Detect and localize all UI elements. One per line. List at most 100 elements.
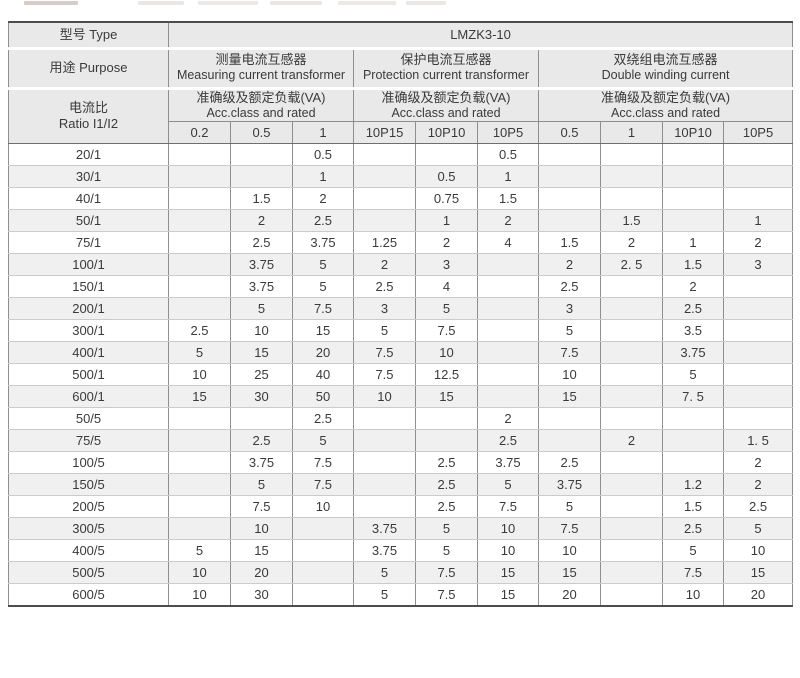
value-cell — [477, 253, 539, 277]
value-cell — [168, 473, 231, 497]
spec-table: 型号 Type LMZK3-10 用途 Purpose 测量电流互感器 Meas… — [8, 21, 794, 608]
value-cell — [538, 143, 601, 167]
value-cell: 1. 5 — [722, 429, 794, 453]
value-cell: 10 — [477, 539, 539, 563]
value-cell: 7.5 — [477, 495, 539, 519]
value-cell — [600, 473, 663, 497]
value-cell — [168, 429, 231, 453]
value-cell: 2.5 — [538, 275, 601, 299]
value-cell: 2 — [292, 187, 354, 211]
value-cell: 5 — [662, 539, 724, 563]
value-cell: 5 — [415, 297, 478, 321]
acc-en: Acc.class and rated — [206, 105, 316, 120]
value-cell: 10 — [538, 363, 601, 387]
value-cell: 40 — [292, 363, 354, 387]
value-cell — [538, 429, 601, 453]
value-cell: 5 — [538, 319, 601, 343]
value-cell — [538, 165, 601, 189]
purpose-double-cn: 双绕组电流互感器 — [613, 52, 718, 68]
ratio-cell: 50/1 — [8, 209, 169, 233]
value-cell: 2.5 — [292, 209, 354, 233]
value-cell — [600, 143, 663, 167]
acc-class-protection: 准确级及额定负载(VA) Acc.class and rated — [353, 88, 539, 123]
value-cell: 50 — [292, 385, 354, 409]
value-cell — [353, 209, 416, 233]
value-cell — [538, 407, 601, 431]
ratio-cell: 20/1 — [8, 143, 169, 167]
value-cell: 2 — [415, 231, 478, 255]
value-cell: 5 — [168, 341, 231, 365]
value-cell — [600, 319, 663, 343]
value-cell: 15 — [415, 385, 478, 409]
table-row: 150/5 5 7.5 2.5 5 3.75 1.2 2 — [8, 473, 794, 497]
value-cell — [168, 495, 231, 519]
value-cell: 0.75 — [415, 187, 478, 211]
value-cell — [477, 363, 539, 387]
ratio-cell: 150/5 — [8, 473, 169, 497]
value-cell: 5 — [353, 319, 416, 343]
value-cell — [600, 451, 663, 475]
ratio-cell: 100/1 — [8, 253, 169, 277]
value-cell: 15 — [538, 385, 601, 409]
value-cell: 20 — [538, 583, 601, 607]
type-label: 型号 Type — [8, 22, 169, 48]
value-cell — [415, 407, 478, 431]
purpose-group-measuring: 测量电流互感器 Measuring current transformer — [168, 48, 354, 88]
ratio-cell: 200/5 — [8, 495, 169, 519]
value-cell: 2 — [230, 209, 293, 233]
value-cell: 2.5 — [415, 495, 478, 519]
value-cell: 10 — [477, 517, 539, 541]
value-cell: 1.5 — [662, 495, 724, 519]
model-value: LMZK3-10 — [167, 22, 794, 48]
value-cell: 7.5 — [292, 473, 354, 497]
value-cell: 3.75 — [662, 341, 724, 365]
value-cell: 10 — [168, 561, 231, 585]
value-cell: 2.5 — [722, 495, 794, 519]
value-cell — [168, 517, 231, 541]
value-cell — [600, 341, 663, 365]
value-cell — [662, 407, 724, 431]
value-cell — [722, 143, 794, 167]
value-cell — [292, 539, 354, 563]
ratio-cell: 75/1 — [8, 231, 169, 255]
value-cell: 3.75 — [353, 517, 416, 541]
value-cell: 1.5 — [230, 187, 293, 211]
value-cell — [168, 187, 231, 211]
value-cell: 3 — [415, 253, 478, 277]
value-cell — [292, 583, 354, 607]
value-cell: 15 — [477, 561, 539, 585]
value-cell: 2 — [722, 451, 794, 475]
value-cell: 15 — [538, 561, 601, 585]
column-header: 0.5 — [230, 121, 293, 145]
value-cell: 10 — [230, 319, 293, 343]
value-cell — [230, 407, 293, 431]
column-header: 10P5 — [722, 121, 794, 145]
value-cell: 2. 5 — [600, 253, 663, 277]
ratio-cell: 600/1 — [8, 385, 169, 409]
value-cell: 5 — [477, 473, 539, 497]
value-cell — [600, 407, 663, 431]
value-cell: 10 — [230, 517, 293, 541]
value-cell — [168, 231, 231, 255]
table-row: 100/1 3.75 5 2 3 2 2. 5 1.5 3 — [8, 253, 794, 277]
value-cell: 10 — [662, 583, 724, 607]
value-cell: 7.5 — [292, 297, 354, 321]
value-cell: 7.5 — [538, 341, 601, 365]
value-cell: 3.75 — [292, 231, 354, 255]
value-cell: 5 — [292, 253, 354, 277]
purpose-label: 用途 Purpose — [8, 48, 169, 88]
value-cell: 10 — [168, 363, 231, 387]
value-cell — [662, 187, 724, 211]
value-cell: 2 — [353, 253, 416, 277]
value-cell: 3.5 — [662, 319, 724, 343]
value-cell — [600, 495, 663, 519]
ratio-cell: 200/1 — [8, 297, 169, 321]
value-cell: 7.5 — [292, 451, 354, 475]
value-cell: 15 — [168, 385, 231, 409]
acc-class-row: 电流比 Ratio I1/I2 准确级及额定负载(VA) Acc.class a… — [8, 88, 794, 145]
value-cell: 1 — [292, 165, 354, 189]
value-cell — [353, 429, 416, 453]
value-cell: 2.5 — [230, 429, 293, 453]
table-row: 400/5 5 15 3.75 5 10 10 5 10 — [8, 539, 794, 563]
value-cell: 2.5 — [662, 297, 724, 321]
